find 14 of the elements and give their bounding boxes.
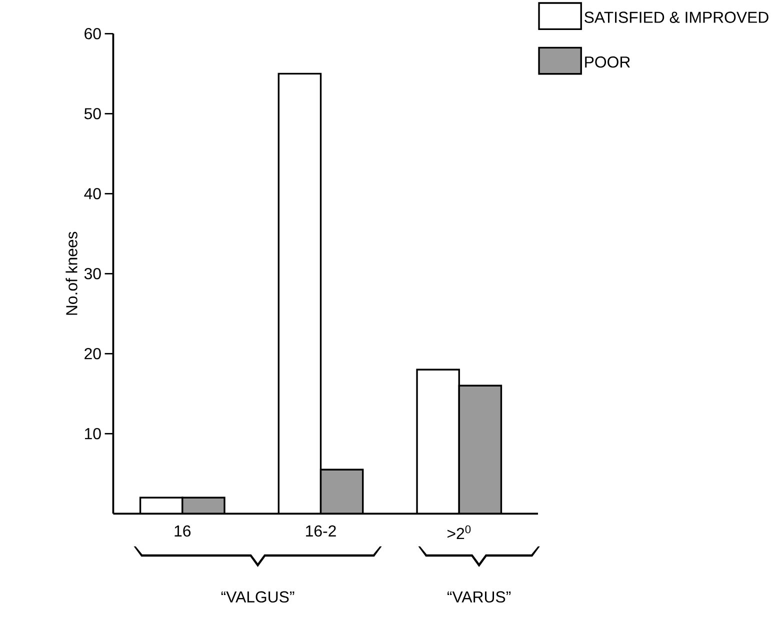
y-tick-label: 20 [84, 348, 101, 360]
y-axis-title: No.of knees [66, 232, 78, 316]
y-tick-label: 50 [84, 108, 101, 120]
x-tick-label: 16 [174, 526, 191, 537]
legend-label: SATISFIED & IMPROVED [584, 12, 768, 24]
x-tick-label: 16-2 [306, 526, 336, 537]
y-tick-label: 40 [84, 188, 101, 200]
text: “VARUS” [448, 592, 511, 603]
x-tick-label: >2$^{0}$ [448, 526, 471, 540]
y-tick-label: 30 [84, 268, 101, 280]
y-tick-label: 60 [84, 28, 101, 40]
y-tick-label: 10 [85, 428, 101, 440]
text: “VALGUS” [221, 592, 294, 603]
legend-label: POOR [585, 56, 630, 68]
